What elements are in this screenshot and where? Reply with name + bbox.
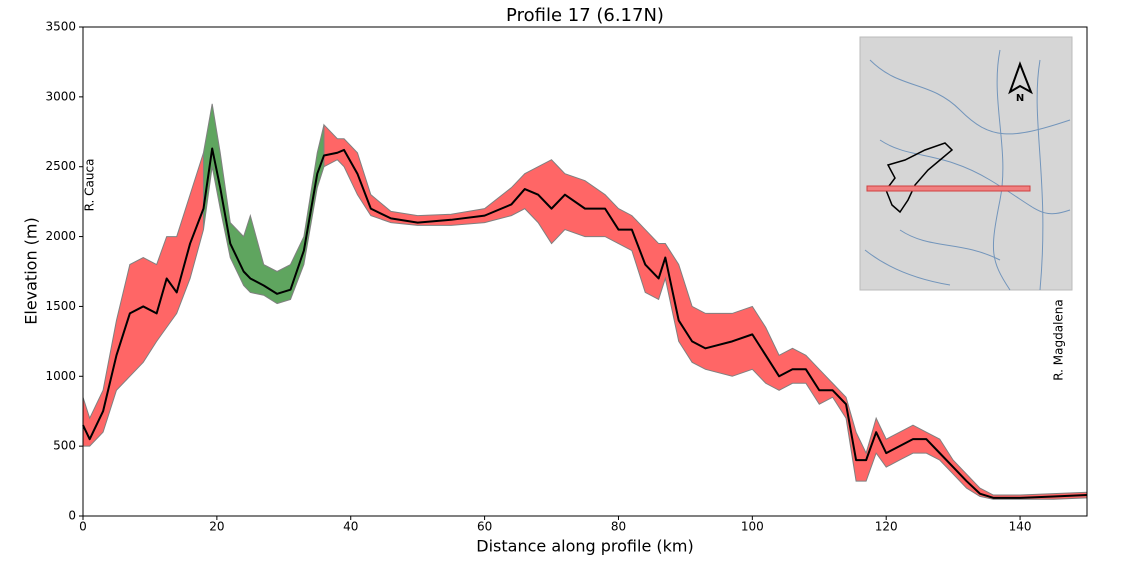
y-tick-label: 2500 — [45, 159, 76, 173]
x-tick-label: 60 — [477, 520, 492, 534]
x-tick-label: 80 — [611, 520, 626, 534]
mean-line — [82, 147, 1088, 499]
elevation-band — [82, 152, 204, 447]
y-tick-label: 3500 — [45, 20, 76, 34]
x-tick-label: 140 — [1009, 520, 1032, 534]
x-tick-label: 20 — [209, 520, 224, 534]
chart-title: Profile 17 (6.17N) — [506, 5, 664, 26]
y-tick-label: 2000 — [45, 229, 76, 243]
y-axis-title: Elevation (m) — [22, 217, 41, 324]
elevation-band — [202, 103, 325, 305]
north-label: N — [1016, 93, 1024, 104]
x-tick-label: 100 — [741, 520, 764, 534]
north-arrow — [1008, 61, 1033, 95]
rivers — [864, 49, 1071, 291]
annotation: R. Magdalena — [1052, 299, 1066, 381]
x-tick-label: 120 — [875, 520, 898, 534]
y-tick-label: 1000 — [45, 369, 76, 383]
plot-frame — [82, 26, 1088, 517]
plot-area: 0 20 40 60 80 100 120 140 0 500 1000 1500 2000 2500 30… — [45, 20, 1088, 534]
y-tick-label: 1500 — [45, 299, 76, 313]
annotation: R. Cauca — [83, 159, 97, 212]
x-tick-label: 40 — [343, 520, 358, 534]
y-tick-label: 0 — [68, 509, 76, 523]
x-tick-label: 0 — [79, 520, 87, 534]
profile-line — [866, 185, 1031, 192]
y-tick-label: 500 — [53, 439, 76, 453]
basin-outline — [885, 142, 954, 214]
inset-map: N — [859, 36, 1073, 291]
x-axis-title: Distance along profile (km) — [476, 537, 693, 556]
y-tick-label: 3000 — [45, 89, 76, 103]
